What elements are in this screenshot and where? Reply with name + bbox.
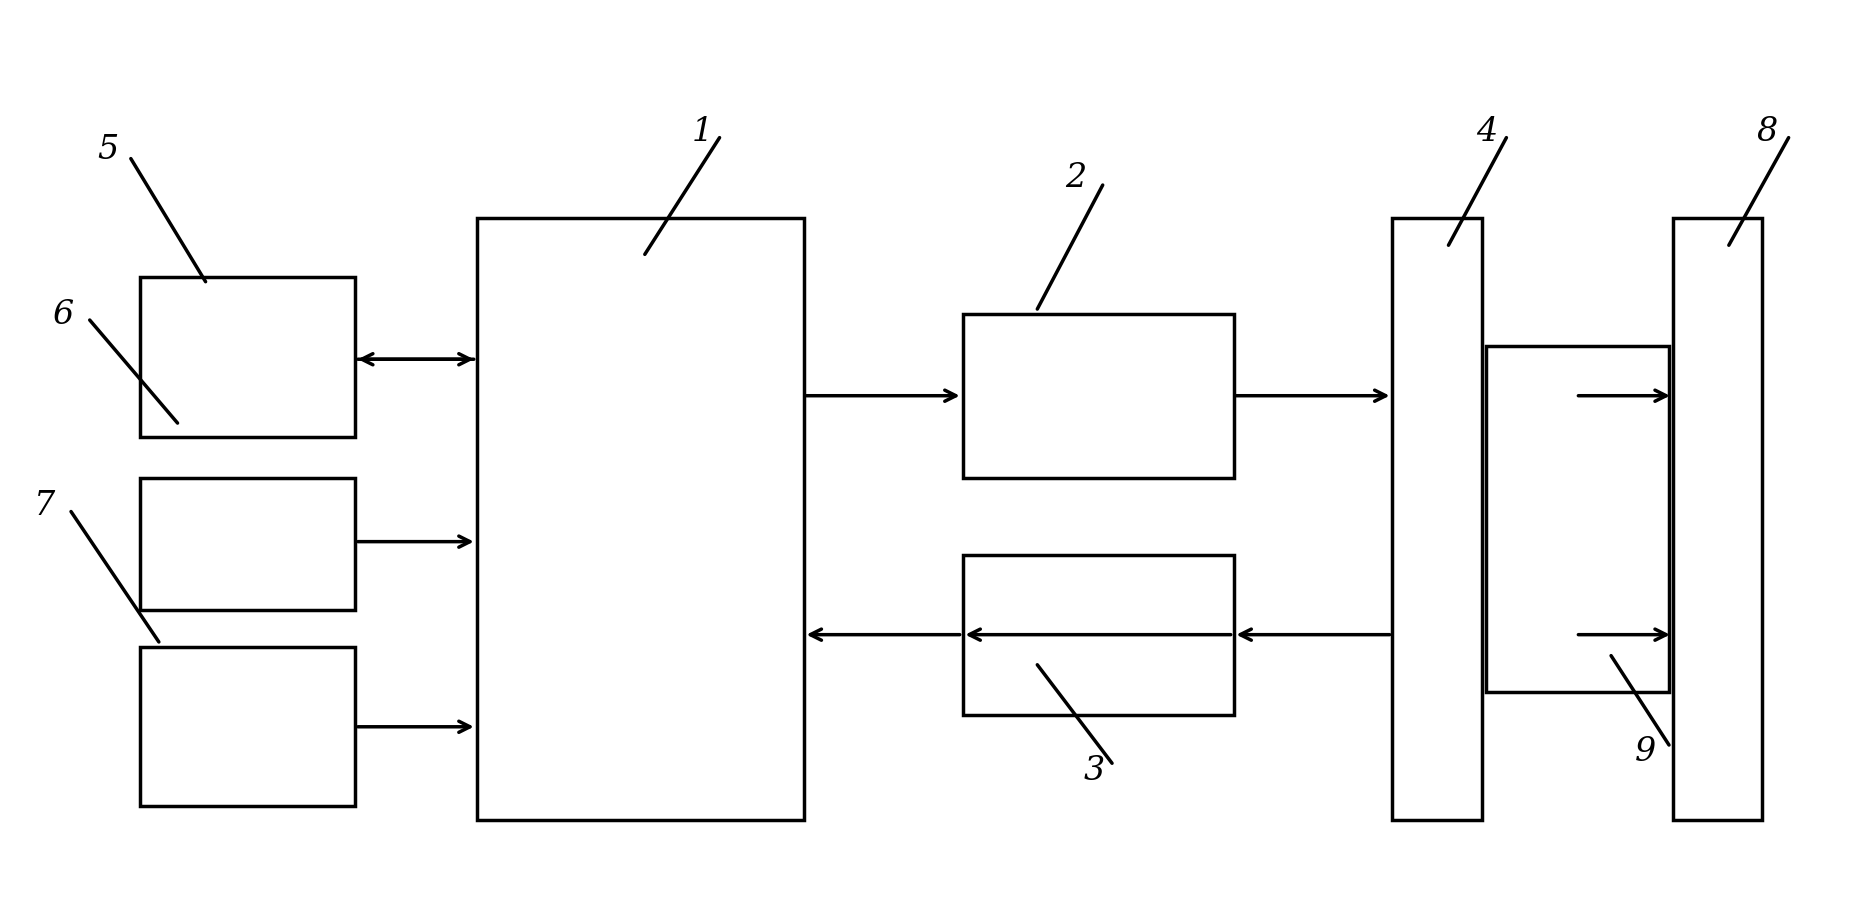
Text: 2: 2 bbox=[1065, 161, 1086, 194]
Text: 8: 8 bbox=[1757, 116, 1777, 148]
Text: 3: 3 bbox=[1084, 753, 1105, 786]
Bar bbox=[1673, 219, 1762, 820]
Bar bbox=[963, 314, 1234, 478]
Bar bbox=[1392, 219, 1482, 820]
Text: 1: 1 bbox=[692, 116, 712, 148]
Text: 5: 5 bbox=[97, 134, 118, 167]
Bar bbox=[140, 647, 355, 806]
Bar bbox=[140, 478, 355, 610]
Bar bbox=[140, 278, 355, 437]
Bar bbox=[1486, 346, 1669, 692]
Text: 6: 6 bbox=[52, 298, 73, 331]
Text: 4: 4 bbox=[1477, 116, 1497, 148]
Text: 9: 9 bbox=[1635, 735, 1656, 768]
Text: 7: 7 bbox=[34, 489, 54, 522]
Bar bbox=[963, 556, 1234, 715]
Bar bbox=[477, 219, 804, 820]
